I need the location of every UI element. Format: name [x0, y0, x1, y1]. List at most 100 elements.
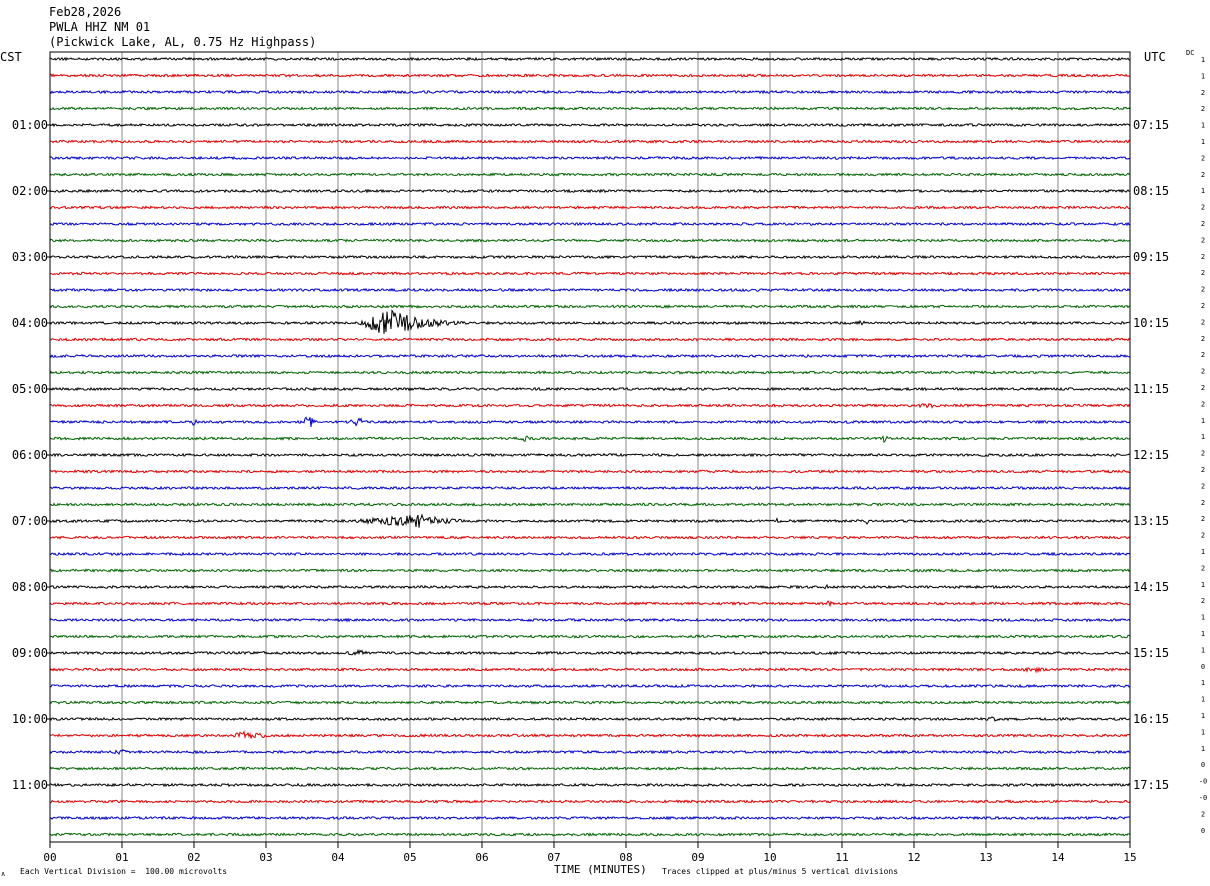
x-tick-label: 13 — [979, 851, 992, 864]
dc-offset-value: 2 — [1201, 335, 1205, 343]
x-tick-label: 09 — [691, 851, 704, 864]
dc-offset-value: 2 — [1201, 236, 1205, 244]
cst-hour-label: 10:00 — [12, 712, 48, 726]
x-tick-label: 08 — [619, 851, 632, 864]
utc-hour-label: 15:15 — [1133, 646, 1169, 660]
trace-line — [49, 766, 1131, 771]
trace-line — [49, 287, 1131, 293]
x-axis-ticks: 00 01 02 03 04 05 06 07 08 09 10 11 12 13 14 15 — [43, 842, 1137, 864]
dc-column-label: DC — [1186, 49, 1195, 57]
dc-offset-value: 0 — [1201, 761, 1205, 769]
trace-line — [49, 172, 1131, 177]
dc-offset-value: 2 — [1201, 810, 1205, 818]
x-tick-label: 14 — [1051, 851, 1065, 864]
trace-line — [49, 106, 1131, 111]
trace-line — [49, 502, 1131, 507]
x-tick-label: 06 — [475, 851, 488, 864]
trace-line — [49, 254, 1131, 260]
dc-offset-value: 2 — [1201, 154, 1205, 162]
cst-hour-label: 11:00 — [12, 778, 48, 792]
dc-offset-value: 0 — [1201, 827, 1205, 835]
utc-hour-label: 14:15 — [1133, 580, 1169, 594]
trace-line — [49, 683, 1131, 689]
dc-offset-value: 2 — [1201, 105, 1205, 113]
dc-offset-value: 1 — [1201, 728, 1205, 736]
trace-line — [49, 583, 1131, 590]
minute-grid — [121, 52, 1059, 842]
cst-hour-label: 02:00 — [12, 184, 48, 198]
dc-offset-value: 1 — [1201, 696, 1205, 704]
utc-hour-labels: 07:15 08:15 09:15 10:15 11:15 12:15 13:15 14:15… — [1133, 118, 1169, 792]
trace-line — [49, 815, 1131, 821]
x-tick-label: 10 — [763, 851, 776, 864]
trace-line — [49, 799, 1131, 804]
x-tick-label: 07 — [547, 851, 560, 864]
dc-offset-value: 1 — [1201, 417, 1205, 425]
trace-line — [49, 386, 1131, 392]
dc-offset-value: 1 — [1201, 56, 1205, 64]
trace-line — [49, 304, 1131, 309]
trace-line — [49, 730, 1131, 739]
utc-hour-label: 12:15 — [1133, 448, 1169, 462]
trace-line — [49, 551, 1131, 557]
x-axis-title: TIME (MINUTES) — [554, 863, 647, 876]
plot-date: Feb28,2026 — [49, 5, 122, 19]
cst-hour-label: 06:00 — [12, 448, 48, 462]
dc-offset-value: 2 — [1201, 302, 1205, 310]
x-tick-label: 05 — [403, 851, 416, 864]
trace-line — [49, 700, 1131, 705]
dc-offset-value: 1 — [1201, 548, 1205, 556]
dc-offset-value: 2 — [1201, 532, 1205, 540]
cst-hour-label: 04:00 — [12, 316, 48, 330]
x-tick-label: 03 — [259, 851, 272, 864]
x-tick-label: 02 — [187, 851, 200, 864]
trace-line — [49, 155, 1131, 161]
dc-offset-value: 2 — [1201, 466, 1205, 474]
dc-offset-value: 1 — [1201, 679, 1205, 687]
x-tick-label: 01 — [115, 851, 128, 864]
trace-line — [49, 188, 1131, 194]
trace-line — [49, 337, 1131, 342]
dc-offset-value: 0 — [1201, 663, 1205, 671]
utc-hour-label: 09:15 — [1133, 250, 1169, 264]
clip-note: Traces clipped at plus/minus 5 vertical … — [662, 867, 899, 876]
trace-line — [49, 434, 1131, 444]
dc-offset-value: 1 — [1201, 581, 1205, 589]
trace-line — [49, 648, 1131, 656]
scale-note: Each Vertical Division = 100.00 microvol… — [20, 867, 228, 876]
trace-line — [49, 353, 1131, 359]
dc-offset-value: 2 — [1201, 351, 1205, 359]
dc-offset-value: 2 — [1201, 89, 1205, 97]
trace-line — [49, 370, 1131, 375]
dc-offset-value: 1 — [1201, 433, 1205, 441]
trace-line — [49, 139, 1131, 144]
cst-hour-labels: 01:00 02:00 03:00 04:00 05:00 06:00 07:00 08:00… — [12, 118, 50, 792]
dc-offset-value: 2 — [1201, 564, 1205, 572]
station-id: PWLA HHZ NM 01 — [49, 20, 151, 34]
utc-axis-label: UTC — [1144, 50, 1166, 64]
dc-offset-value: 2 — [1201, 204, 1205, 212]
trace-line — [49, 634, 1131, 639]
trace-line — [49, 73, 1131, 78]
utc-hour-label: 07:15 — [1133, 118, 1169, 132]
trace-line — [49, 600, 1131, 608]
dc-offset-value: 1 — [1201, 646, 1205, 654]
trace-line — [49, 221, 1131, 227]
trace-line — [49, 469, 1131, 474]
trace-line — [49, 416, 1131, 427]
utc-hour-label: 13:15 — [1133, 514, 1169, 528]
trace-line — [49, 402, 1131, 409]
trace-line — [49, 89, 1131, 95]
plot-frame — [49, 51, 1131, 843]
dc-offset-value: 2 — [1201, 400, 1205, 408]
station-location: (Pickwick Lake, AL, 0.75 Hz Highpass) — [49, 35, 317, 49]
dc-offset-value: 1 — [1201, 122, 1205, 130]
x-tick-label: 11 — [835, 851, 848, 864]
trace-line — [49, 716, 1131, 722]
dc-offset-value: -0 — [1199, 778, 1207, 786]
utc-hour-label: 10:15 — [1133, 316, 1169, 330]
x-tick-label: 04 — [331, 851, 345, 864]
dc-offset-value: 1 — [1201, 614, 1205, 622]
trace-line — [49, 56, 1131, 62]
cst-hour-label: 09:00 — [12, 646, 48, 660]
